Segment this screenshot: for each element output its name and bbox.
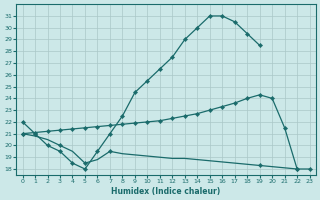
X-axis label: Humidex (Indice chaleur): Humidex (Indice chaleur) [111,187,221,196]
